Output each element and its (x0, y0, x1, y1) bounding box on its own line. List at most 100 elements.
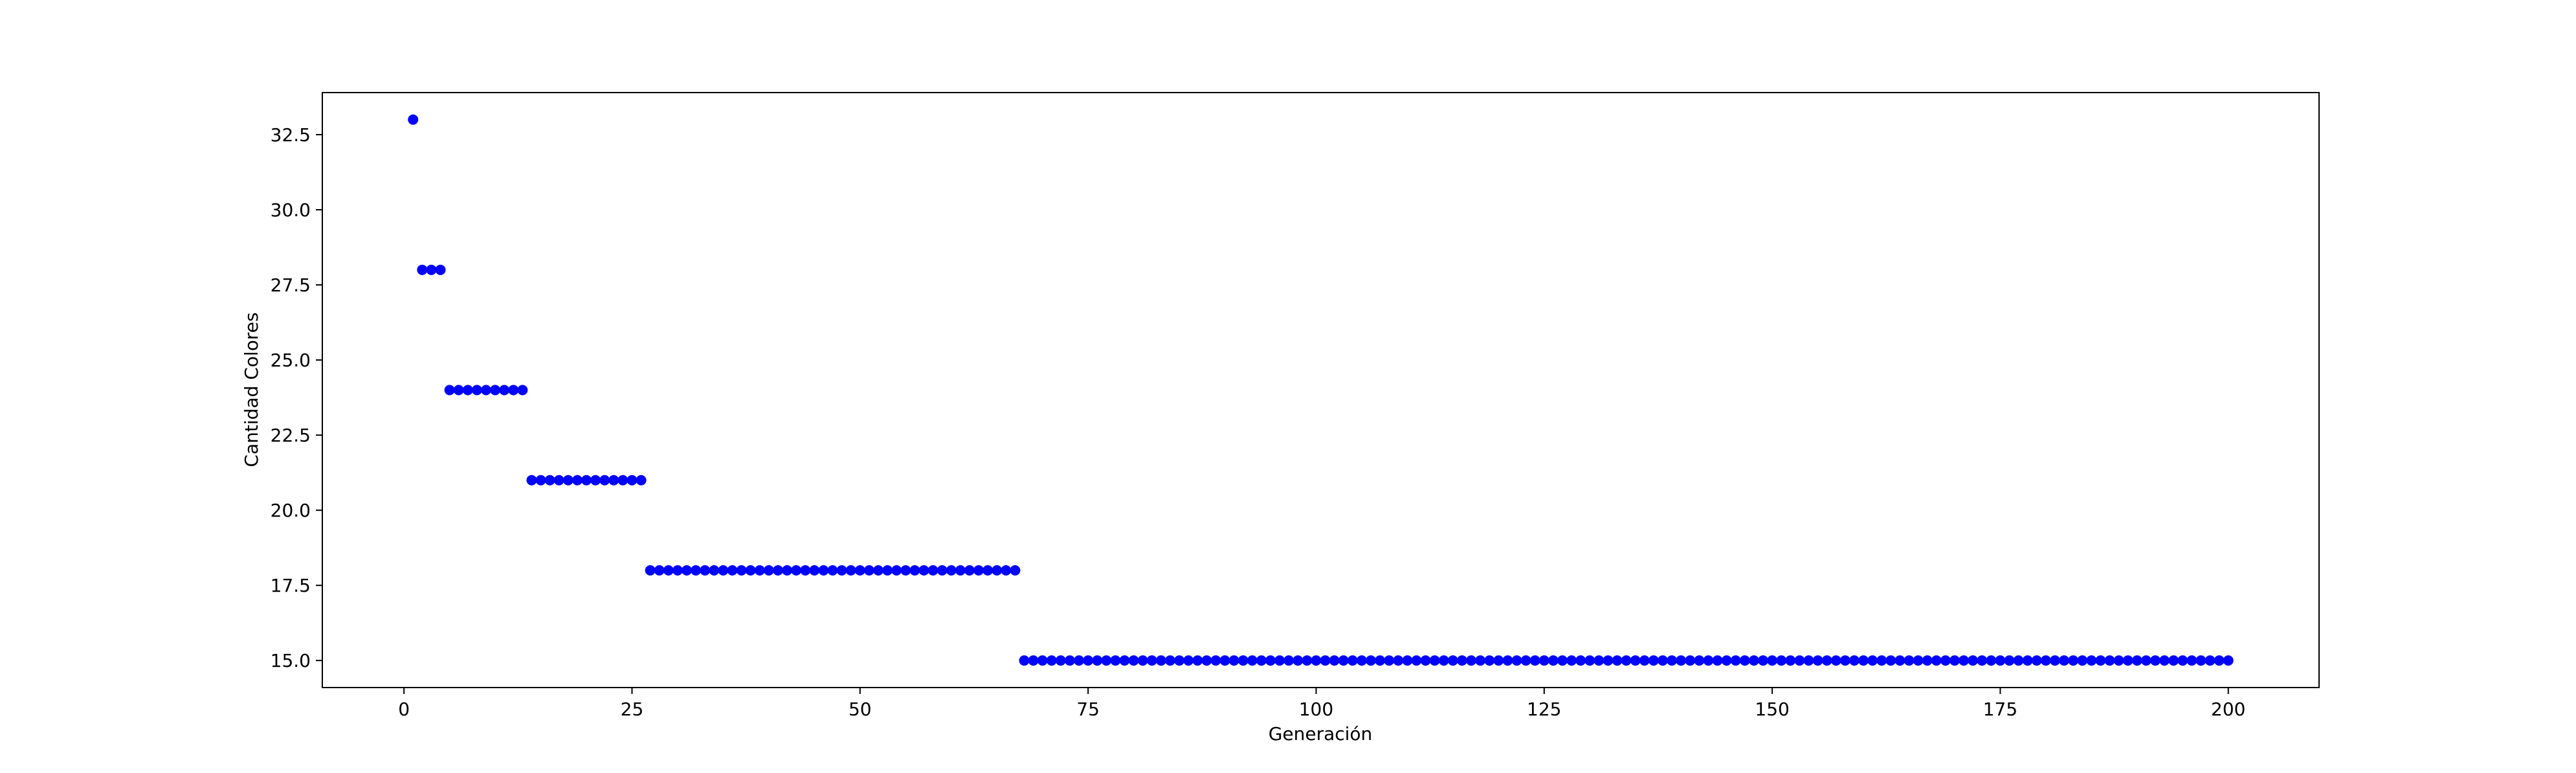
x-tick-label: 200 (2211, 699, 2245, 720)
data-point-199 (2223, 655, 2234, 666)
plot-frame (322, 92, 2320, 688)
data-point-32 (700, 565, 711, 576)
data-point-51 (872, 565, 883, 576)
data-point-36 (736, 565, 747, 576)
data-point-67 (1019, 655, 1030, 666)
data-point-113 (1438, 655, 1449, 666)
data-point-35 (727, 565, 738, 576)
data-point-125 (1548, 655, 1559, 666)
data-point-60 (955, 565, 966, 576)
data-point-38 (754, 565, 765, 576)
data-point-145 (1730, 655, 1741, 666)
data-point-140 (1685, 655, 1696, 666)
data-point-119 (1493, 655, 1504, 666)
data-point-185 (2095, 655, 2106, 666)
data-point-139 (1676, 655, 1687, 666)
data-point-6 (462, 385, 473, 396)
y-tick-label: 22.5 (271, 425, 311, 446)
data-point-198 (2214, 655, 2225, 666)
data-point-66 (1010, 565, 1021, 576)
data-point-69 (1037, 655, 1048, 666)
data-point-11 (508, 385, 519, 396)
data-point-37 (745, 565, 756, 576)
data-point-90 (1228, 655, 1239, 666)
data-point-188 (2122, 655, 2133, 666)
data-point-18 (572, 475, 583, 486)
data-point-2 (426, 264, 437, 275)
x-tick-label: 50 (849, 699, 872, 720)
data-point-30 (682, 565, 693, 576)
data-point-147 (1748, 655, 1759, 666)
data-point-162 (1885, 655, 1896, 666)
data-point-111 (1420, 655, 1431, 666)
data-point-19 (581, 475, 592, 486)
data-point-54 (900, 565, 911, 576)
data-point-109 (1402, 655, 1413, 666)
data-point-179 (2040, 655, 2051, 666)
data-point-194 (2177, 655, 2188, 666)
data-point-122 (1520, 655, 1531, 666)
data-point-21 (599, 475, 610, 486)
data-point-148 (1758, 655, 1769, 666)
data-point-26 (645, 565, 656, 576)
y-tick-label: 32.5 (271, 124, 311, 146)
data-point-59 (946, 565, 957, 576)
data-point-72 (1064, 655, 1075, 666)
data-point-165 (1913, 655, 1924, 666)
data-point-29 (672, 565, 683, 576)
data-point-112 (1429, 655, 1440, 666)
data-point-3 (435, 264, 446, 275)
data-point-61 (964, 565, 975, 576)
data-point-68 (1028, 655, 1039, 666)
data-point-96 (1283, 655, 1294, 666)
data-point-155 (1821, 655, 1832, 666)
data-point-52 (882, 565, 893, 576)
data-point-110 (1411, 655, 1422, 666)
data-point-88 (1210, 655, 1221, 666)
data-point-87 (1201, 655, 1212, 666)
data-point-103 (1347, 655, 1358, 666)
data-point-152 (1794, 655, 1805, 666)
data-point-34 (718, 565, 729, 576)
data-point-53 (891, 565, 902, 576)
y-axis-label: Cantidad Colores (241, 312, 262, 467)
data-point-48 (845, 565, 856, 576)
data-point-168 (1940, 655, 1951, 666)
data-point-84 (1174, 655, 1185, 666)
data-point-57 (927, 565, 938, 576)
data-point-105 (1366, 655, 1377, 666)
data-point-143 (1712, 655, 1723, 666)
data-point-24 (627, 475, 638, 486)
data-point-133 (1621, 655, 1632, 666)
data-point-161 (1876, 655, 1887, 666)
data-point-150 (1776, 655, 1787, 666)
data-point-5 (453, 385, 464, 396)
data-point-14 (535, 475, 546, 486)
data-point-17 (562, 475, 573, 486)
data-point-43 (800, 565, 811, 576)
data-point-138 (1667, 655, 1678, 666)
y-tick-label: 17.5 (271, 575, 311, 596)
data-point-99 (1311, 655, 1322, 666)
data-point-15 (544, 475, 555, 486)
data-point-160 (1867, 655, 1878, 666)
data-point-126 (1557, 655, 1568, 666)
data-point-117 (1475, 655, 1486, 666)
data-point-44 (809, 565, 820, 576)
x-tick-label: 100 (1299, 699, 1333, 720)
data-point-56 (918, 565, 929, 576)
data-point-159 (1858, 655, 1869, 666)
data-point-182 (2068, 655, 2079, 666)
data-point-28 (663, 565, 674, 576)
data-point-104 (1356, 655, 1367, 666)
data-point-173 (1986, 655, 1997, 666)
data-point-106 (1375, 655, 1386, 666)
data-point-4 (444, 385, 455, 396)
data-point-174 (1995, 655, 2006, 666)
data-point-153 (1803, 655, 1814, 666)
x-tick-label: 75 (1076, 699, 1100, 720)
data-point-98 (1302, 655, 1313, 666)
data-point-50 (863, 565, 874, 576)
data-point-190 (2140, 655, 2151, 666)
data-point-171 (1968, 655, 1979, 666)
